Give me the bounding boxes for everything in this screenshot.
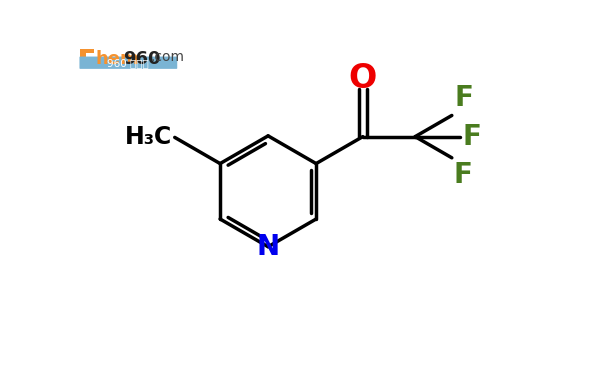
Text: F: F bbox=[453, 161, 473, 189]
Text: 960: 960 bbox=[123, 50, 161, 68]
Text: 960 化工网: 960 化工网 bbox=[107, 58, 149, 68]
Text: .com: .com bbox=[150, 50, 185, 64]
Polygon shape bbox=[80, 49, 94, 66]
Text: F: F bbox=[463, 123, 482, 151]
Text: O: O bbox=[348, 62, 377, 94]
Text: N: N bbox=[257, 233, 280, 261]
Text: hem: hem bbox=[96, 50, 139, 68]
FancyBboxPatch shape bbox=[79, 57, 177, 69]
Text: H₃C: H₃C bbox=[125, 125, 172, 149]
Text: F: F bbox=[455, 84, 474, 112]
